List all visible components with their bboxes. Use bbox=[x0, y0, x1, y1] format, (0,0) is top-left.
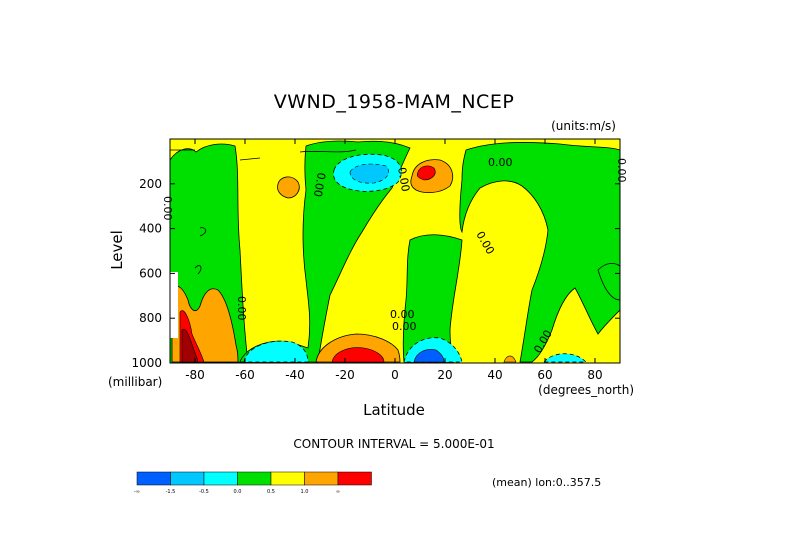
contour-label: 0.00 bbox=[235, 296, 248, 321]
colorbar-swatch bbox=[270, 471, 305, 486]
y-axis: 200 400 600 800 1000 bbox=[131, 177, 620, 370]
x-tick-label: 20 bbox=[437, 368, 452, 382]
contour-label: 0.00 bbox=[488, 156, 513, 169]
x-tick-label: 0 bbox=[391, 368, 399, 382]
colorbar-swatch bbox=[170, 471, 205, 486]
colorbar-swatch bbox=[203, 471, 238, 486]
y-tick-label: 600 bbox=[139, 266, 162, 280]
x-tick-label: 60 bbox=[537, 368, 552, 382]
contour-label: 0.00 bbox=[390, 308, 415, 321]
colorbar-label: 0.0 bbox=[234, 489, 242, 495]
x-axis-units: (degrees_north) bbox=[538, 383, 634, 397]
plot-area bbox=[170, 139, 620, 363]
region-negative bbox=[597, 262, 620, 301]
region-minus-1-5 bbox=[349, 163, 389, 184]
contour-line bbox=[170, 149, 357, 237]
x-tick-label: -80 bbox=[185, 368, 205, 382]
contour-labels: 0.00 0.00 0.00 0.00 0.00 0.00 0.00 0.00 … bbox=[161, 156, 628, 356]
y-axis-label: Level bbox=[108, 230, 126, 270]
x-tick-label: -40 bbox=[285, 368, 305, 382]
units-label: (units:m/s) bbox=[551, 119, 616, 133]
region-minus-1 bbox=[243, 340, 309, 363]
missing-data bbox=[170, 272, 178, 338]
colorbar-swatch bbox=[337, 471, 372, 486]
y-tick-label: 200 bbox=[139, 177, 162, 191]
colorbar-label: ∞ bbox=[336, 489, 340, 495]
contour-label: 0.00 bbox=[161, 196, 174, 221]
colorbar-label: -1.5 bbox=[166, 489, 176, 495]
contour-label: 0.00 bbox=[311, 171, 328, 197]
x-tick-label: 40 bbox=[487, 368, 502, 382]
y-tick-label: 1000 bbox=[131, 356, 162, 370]
colorbar-swatch bbox=[304, 471, 339, 486]
colorbar: -∞ -1.5 -0.5 0.0 0.5 1.0 ∞ bbox=[134, 471, 372, 495]
colorbar-label: -∞ bbox=[134, 489, 140, 495]
region-positive-0-5 bbox=[503, 355, 517, 363]
contour-label: 0.00 bbox=[615, 158, 628, 183]
y-tick-label: 800 bbox=[139, 311, 162, 325]
x-tick-label: -60 bbox=[235, 368, 255, 382]
x-tick-label: -20 bbox=[335, 368, 355, 382]
region-positive-0-5 bbox=[277, 176, 300, 199]
region-minus-1 bbox=[543, 353, 587, 363]
colorbar-label: 1.0 bbox=[301, 489, 309, 495]
chart-title: VWND_1958-MAM_NCEP bbox=[274, 91, 515, 113]
region-strong-negative bbox=[413, 349, 445, 363]
colorbar-swatch bbox=[136, 471, 171, 486]
colorbar-swatch bbox=[237, 471, 272, 486]
contour-label: 0.00 bbox=[395, 166, 412, 192]
region-positive-1-5 bbox=[181, 328, 199, 363]
y-tick-label: 400 bbox=[139, 222, 162, 236]
x-tick-label: 80 bbox=[587, 368, 602, 382]
x-axis: -80 -60 -40 -20 0 20 40 60 80 bbox=[185, 139, 603, 382]
x-axis-label: Latitude bbox=[363, 401, 425, 419]
region-negative bbox=[459, 142, 620, 363]
contour-label: 0.00 bbox=[392, 320, 417, 333]
region-negative bbox=[239, 140, 411, 363]
y-axis-units: (millibar) bbox=[108, 375, 162, 389]
footer-label: (mean) lon:0..357.5 bbox=[492, 476, 601, 489]
region-positive-1 bbox=[416, 165, 436, 181]
colorbar-label: -0.5 bbox=[199, 489, 209, 495]
contour-line bbox=[194, 265, 202, 275]
colorbar-label: 0.5 bbox=[267, 489, 275, 495]
contour-interval: CONTOUR INTERVAL = 5.000E-01 bbox=[293, 437, 494, 451]
